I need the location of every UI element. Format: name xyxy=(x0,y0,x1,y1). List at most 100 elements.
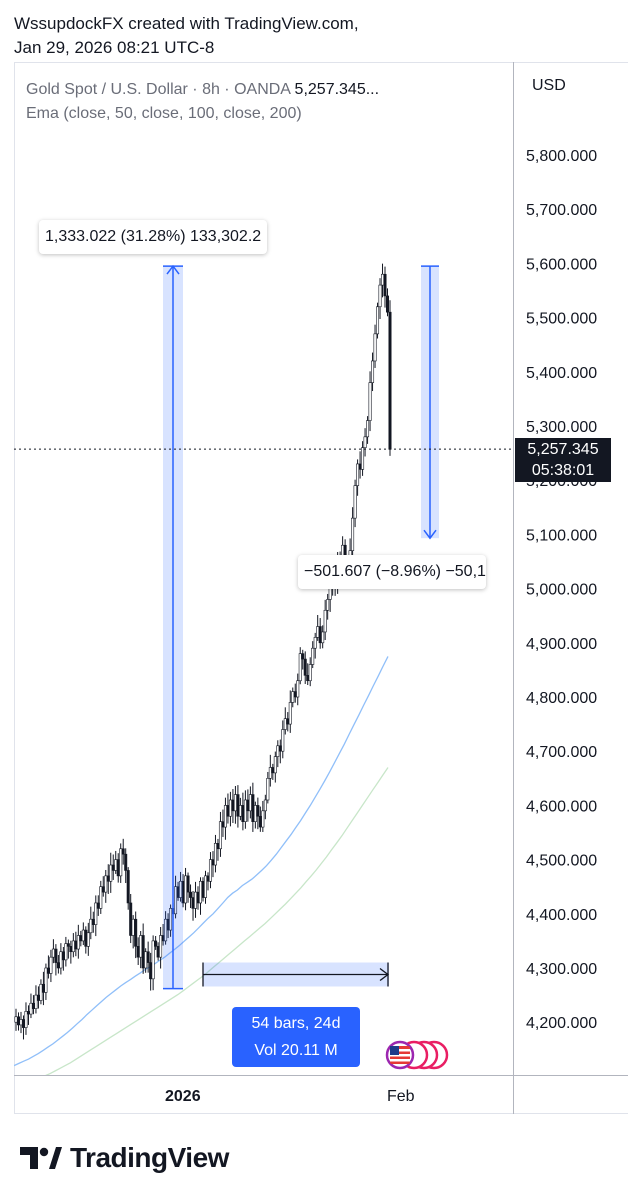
candle xyxy=(308,657,312,687)
candle xyxy=(211,851,215,878)
drop-measure-text: −501.607 (−8.96%) −50,1 xyxy=(304,563,486,580)
current-price-value: 5,257.345 xyxy=(527,441,599,458)
rise-measure[interactable] xyxy=(163,264,183,990)
candle xyxy=(278,739,282,764)
candle xyxy=(39,979,43,1005)
y-tick-label: 5,400.000 xyxy=(526,365,597,382)
chart-frame xyxy=(14,62,628,1114)
candle xyxy=(76,924,80,959)
chart-attribution: WssupdockFX created with TradingView.com… xyxy=(14,12,359,60)
indicator-legend[interactable]: Ema (close, 50, close, 100, close, 200) xyxy=(26,105,302,122)
candle xyxy=(233,785,237,824)
x-tick-label: 2026 xyxy=(165,1088,201,1105)
candle xyxy=(14,1008,18,1031)
candle xyxy=(134,911,138,959)
candle xyxy=(351,507,355,561)
candle xyxy=(306,663,310,686)
candle xyxy=(311,641,315,669)
candle xyxy=(271,763,275,780)
tradingview-logo[interactable]: TradingView xyxy=(18,1142,229,1174)
candle xyxy=(199,877,203,915)
y-tick-label: 5,100.000 xyxy=(526,527,597,544)
drop-measure-label: −501.607 (−8.96%) −50,1 xyxy=(298,555,486,589)
ema-fast-line xyxy=(14,656,389,1067)
candle xyxy=(149,952,153,991)
range-volume-text: Vol 20.11 M xyxy=(254,1042,338,1059)
candle xyxy=(29,993,33,1019)
ema-lines xyxy=(14,656,389,1075)
candle xyxy=(66,939,70,959)
candle xyxy=(318,618,322,649)
candle xyxy=(276,740,280,768)
candle xyxy=(368,371,372,432)
rise-measure-text: 1,333.022 (31.28%) 133,302.2 xyxy=(45,228,262,245)
candle xyxy=(231,789,235,823)
candle xyxy=(56,954,60,974)
tradingview-logo-text: TradingView xyxy=(70,1142,229,1173)
y-tick-label: 5,600.000 xyxy=(526,256,597,273)
candle xyxy=(16,1012,20,1031)
candle xyxy=(96,895,100,916)
price-axis[interactable]: 5,800.000 5,700.000 5,600.000 5,500.000 5,40… xyxy=(526,148,597,1032)
candle xyxy=(104,869,108,903)
candle xyxy=(241,792,245,831)
candle xyxy=(121,838,125,865)
chart-legend[interactable]: Gold Spot / U.S. Dollar · 8h · OANDA 5,2… xyxy=(26,78,379,126)
candle xyxy=(51,939,55,964)
candle xyxy=(301,649,305,670)
candle xyxy=(286,712,290,732)
candle xyxy=(228,791,232,827)
candle xyxy=(388,300,392,456)
last-price: 5,257.345... xyxy=(294,81,380,98)
y-tick-label: 5,000.000 xyxy=(526,582,597,599)
y-tick-label: 4,700.000 xyxy=(526,744,597,761)
candle xyxy=(296,673,300,706)
candle xyxy=(236,785,240,828)
candle xyxy=(101,876,105,897)
candle xyxy=(303,651,307,684)
candle xyxy=(238,797,242,821)
candle xyxy=(31,995,35,1015)
candle xyxy=(218,811,222,857)
candle xyxy=(91,911,95,933)
rise-measure-label: 1,333.022 (31.28%) 133,302.2 xyxy=(39,220,268,254)
candle xyxy=(363,428,367,457)
candle xyxy=(94,895,98,937)
drop-measure[interactable] xyxy=(421,265,439,540)
candle xyxy=(226,793,230,824)
candle xyxy=(378,278,382,320)
candles xyxy=(14,263,392,1040)
candle xyxy=(124,848,128,884)
candle xyxy=(261,800,265,832)
candle xyxy=(256,797,260,830)
range-measure[interactable] xyxy=(202,962,390,987)
economic-events-flags[interactable] xyxy=(372,1036,452,1076)
candle xyxy=(189,884,193,909)
candle xyxy=(34,985,38,1014)
candle xyxy=(81,922,85,946)
flag-icon[interactable] xyxy=(385,1040,449,1070)
candle xyxy=(326,593,330,620)
measure-tools[interactable] xyxy=(163,264,439,990)
candle xyxy=(201,877,205,902)
candle xyxy=(119,843,123,883)
candle xyxy=(54,944,58,976)
candle xyxy=(169,904,173,937)
candle xyxy=(136,937,140,965)
time-axis[interactable]: 2026 Feb xyxy=(165,1088,415,1105)
candle xyxy=(139,931,143,969)
candle xyxy=(154,936,158,950)
candle xyxy=(64,936,68,967)
symbol-info[interactable]: Gold Spot / U.S. Dollar · 8h · OANDA xyxy=(26,81,291,98)
bar-countdown: 05:38:01 xyxy=(531,462,595,479)
candle xyxy=(24,1002,28,1035)
candle xyxy=(383,266,387,308)
candle xyxy=(126,867,130,910)
candle xyxy=(99,880,103,914)
y-tick-label: 4,900.000 xyxy=(526,636,597,653)
attribution-timestamp: Jan 29, 2026 08:21 UTC-8 xyxy=(14,38,215,57)
candle xyxy=(59,943,63,975)
currency-label[interactable]: USD xyxy=(532,77,566,94)
candle xyxy=(114,850,118,874)
